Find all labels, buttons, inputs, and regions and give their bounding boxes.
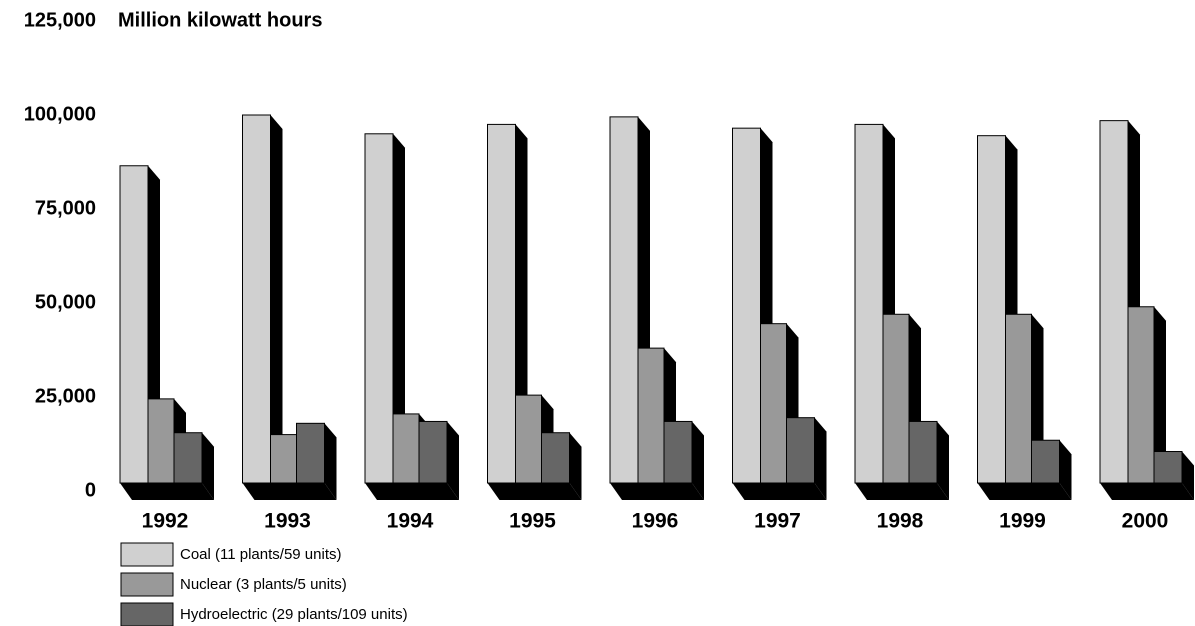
bar bbox=[1031, 439, 1060, 484]
legend-label: Coal (11 plants/59 units) bbox=[180, 546, 341, 563]
bar bbox=[760, 323, 787, 484]
x-tick-label: 1999 bbox=[999, 510, 1046, 533]
bar bbox=[1005, 313, 1032, 484]
legend-label: Nuclear (3 plants/5 units) bbox=[180, 576, 347, 593]
floor-shadow bbox=[855, 483, 949, 500]
y-tick-label: 100,000 bbox=[24, 103, 96, 125]
bar bbox=[1153, 451, 1183, 484]
x-tick-label: 1996 bbox=[632, 510, 679, 533]
bar-side bbox=[324, 423, 337, 500]
bar bbox=[296, 422, 325, 484]
bar bbox=[663, 420, 693, 484]
bar-side bbox=[937, 421, 949, 500]
bar-side bbox=[447, 421, 459, 500]
floor-shadow bbox=[732, 483, 827, 500]
y-tick-label: 75,000 bbox=[35, 197, 96, 219]
bar bbox=[270, 434, 297, 484]
bar bbox=[392, 413, 420, 484]
floor-shadow bbox=[610, 483, 704, 500]
y-tick-label: 50,000 bbox=[35, 291, 96, 313]
bar-side bbox=[692, 421, 704, 500]
bar bbox=[173, 432, 203, 484]
legend-swatch bbox=[120, 572, 174, 597]
floor-shadow bbox=[1100, 483, 1194, 500]
bar bbox=[119, 165, 149, 484]
bar-side bbox=[814, 417, 827, 500]
x-tick-label: 1998 bbox=[877, 510, 924, 533]
bar bbox=[1127, 306, 1155, 484]
bar bbox=[242, 114, 271, 484]
floor-shadow bbox=[120, 483, 214, 500]
floor-shadow bbox=[977, 483, 1072, 500]
bar bbox=[609, 116, 639, 484]
bar-side bbox=[1182, 451, 1194, 500]
floor-shadow bbox=[242, 483, 337, 500]
x-tick-label: 1995 bbox=[509, 510, 556, 533]
bar bbox=[637, 347, 665, 484]
bar-side bbox=[393, 133, 405, 501]
chart-title: Million kilowatt hours bbox=[118, 9, 322, 31]
bar bbox=[147, 398, 175, 484]
bar bbox=[882, 313, 910, 484]
floor-shadow bbox=[365, 483, 459, 500]
bar bbox=[786, 417, 815, 484]
y-tick-label: 25,000 bbox=[35, 385, 96, 407]
bar bbox=[364, 133, 394, 484]
legend-swatch bbox=[120, 542, 174, 567]
x-tick-label: 1997 bbox=[754, 510, 801, 533]
bar-side bbox=[569, 432, 582, 500]
bar bbox=[487, 123, 516, 484]
x-tick-label: 1993 bbox=[264, 510, 311, 533]
legend-swatch bbox=[120, 602, 174, 626]
y-tick-label: 0 bbox=[85, 479, 96, 501]
y-tick-label: 125,000 bbox=[24, 9, 96, 31]
bar-side bbox=[1059, 440, 1072, 500]
bar bbox=[854, 123, 884, 484]
bar bbox=[418, 420, 448, 484]
x-tick-label: 1992 bbox=[142, 510, 189, 533]
x-tick-label: 1994 bbox=[387, 510, 434, 533]
floor-shadow bbox=[487, 483, 582, 500]
bar bbox=[908, 420, 938, 484]
bar bbox=[541, 432, 570, 484]
bar-side bbox=[270, 115, 283, 500]
bar bbox=[1099, 120, 1129, 484]
bar-side bbox=[202, 432, 214, 500]
legend-label: Hydroelectric (29 plants/109 units) bbox=[180, 606, 408, 623]
bar bbox=[977, 135, 1006, 484]
bar bbox=[515, 394, 542, 484]
bar bbox=[732, 127, 761, 484]
x-tick-label: 2000 bbox=[1122, 510, 1169, 533]
